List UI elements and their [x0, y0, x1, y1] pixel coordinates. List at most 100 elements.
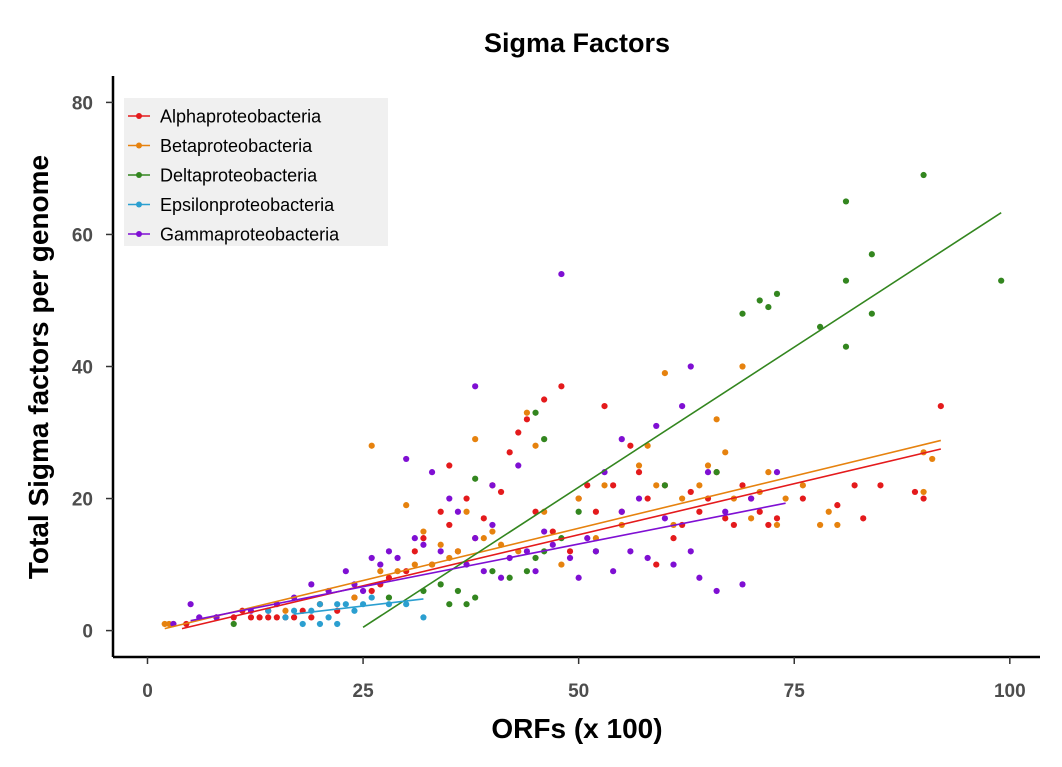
x-tick-label: 50 [568, 681, 589, 702]
data-point [368, 442, 375, 449]
data-point [920, 488, 927, 496]
data-point [799, 495, 806, 502]
data-point [558, 561, 565, 568]
data-point [489, 568, 496, 575]
data-point [446, 462, 453, 469]
legend-marker [136, 172, 142, 178]
data-point [998, 277, 1005, 284]
data-point [472, 383, 479, 390]
data-point [299, 620, 306, 628]
data-point [627, 442, 634, 449]
data-point [368, 554, 375, 562]
data-point [437, 508, 444, 515]
data-point [868, 251, 875, 258]
data-point [825, 508, 832, 515]
data-point [670, 535, 677, 542]
data-point [532, 554, 539, 562]
data-point [420, 541, 427, 548]
data-point [929, 455, 936, 463]
legend-label: Betaproteobacteria [160, 136, 313, 156]
data-point [842, 198, 850, 205]
data-point [679, 495, 686, 502]
data-point [773, 469, 781, 476]
data-point [618, 436, 625, 443]
data-point [722, 508, 729, 515]
data-point [618, 508, 625, 515]
data-point [247, 614, 255, 621]
data-point [187, 601, 194, 608]
data-point [385, 548, 393, 555]
data-point [489, 528, 496, 535]
data-point [661, 370, 668, 377]
data-point [411, 548, 418, 555]
data-point [377, 568, 384, 575]
data-point [454, 548, 462, 555]
data-point [653, 422, 660, 430]
data-point [696, 482, 703, 489]
betaproteobacteria-series [161, 363, 936, 628]
data-point [532, 442, 539, 449]
legend-item-epsilonproteobacteria: Epsilonproteobacteria [128, 195, 335, 215]
data-point [463, 495, 470, 502]
data-point [437, 548, 444, 555]
data-point [834, 502, 841, 509]
alphaproteobacteria-trend-line [181, 448, 942, 630]
data-point [523, 548, 531, 555]
data-point [541, 528, 548, 535]
data-point [920, 495, 927, 502]
data-point [541, 436, 548, 443]
y-tick-label: 60 [72, 225, 93, 246]
data-point [842, 277, 850, 284]
plot-area [161, 171, 1005, 630]
data-point [860, 515, 867, 522]
legend-marker [136, 142, 142, 149]
data-point [480, 515, 487, 522]
data-point [273, 614, 280, 621]
data-point [368, 594, 375, 601]
deltaproteobacteria-trend-line [362, 211, 1002, 628]
data-point [575, 495, 582, 502]
x-axis-label: ORFs (x 100) [491, 713, 662, 744]
y-tick-label: 20 [72, 490, 93, 511]
data-point [515, 462, 522, 469]
data-point [420, 528, 427, 535]
data-point [592, 548, 600, 555]
gammaproteobacteria-trend-line [190, 502, 786, 622]
data-point [165, 620, 173, 628]
data-point [506, 574, 513, 581]
data-point [437, 541, 444, 548]
data-point [230, 620, 237, 628]
data-point [739, 482, 746, 489]
legend-marker [136, 231, 142, 237]
legend-label: Gammaproteobacteria [160, 225, 340, 245]
data-point [403, 455, 410, 463]
data-point [549, 528, 556, 535]
y-tick-label: 40 [72, 358, 93, 379]
data-point [765, 469, 772, 476]
data-point [385, 594, 393, 601]
data-point [497, 574, 505, 581]
data-point [161, 620, 168, 628]
data-point [472, 475, 479, 482]
data-point [411, 561, 418, 568]
data-point [316, 620, 324, 628]
data-point [411, 535, 418, 542]
data-point [937, 403, 944, 410]
data-point [480, 568, 487, 575]
legend-label: Deltaproteobacteria [160, 166, 318, 186]
legend-label: Epsilonproteobacteria [160, 195, 335, 215]
legend-marker [136, 201, 142, 208]
data-point [566, 554, 574, 562]
epsilonproteobacteria-series [265, 594, 427, 628]
data-point [842, 343, 850, 350]
data-point [394, 554, 401, 562]
legend: Alphaproteobacteria Betaproteobacteria Del… [124, 98, 388, 246]
data-point [265, 614, 272, 621]
data-point [704, 462, 712, 469]
data-point [463, 508, 470, 515]
data-point [420, 614, 427, 621]
data-point [653, 561, 660, 568]
epsilonproteobacteria-trend-line [293, 598, 424, 615]
data-point [696, 574, 703, 581]
data-point [359, 587, 367, 595]
